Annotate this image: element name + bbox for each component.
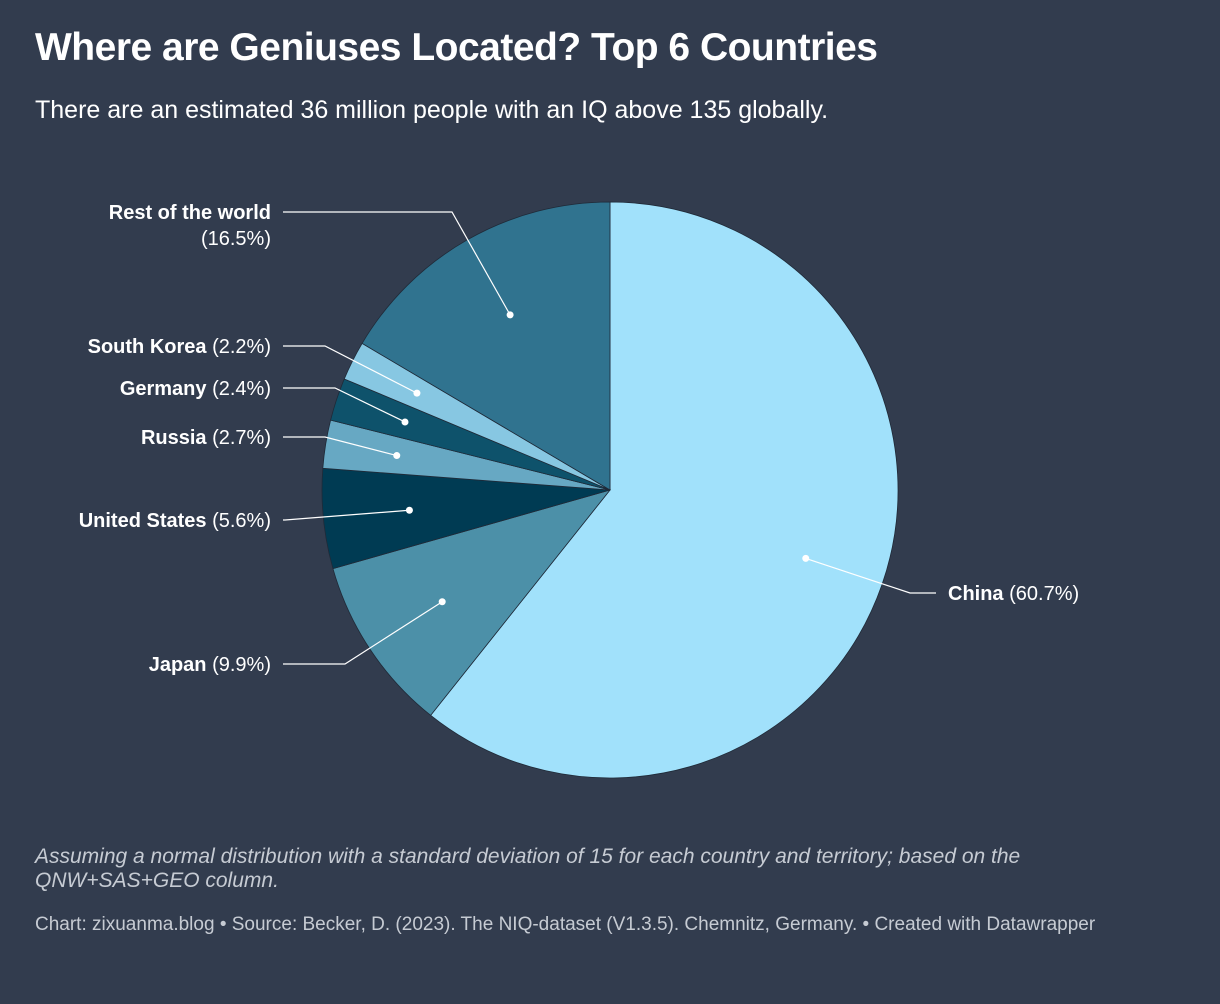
leader-line-germany	[283, 387, 406, 423]
leader-line-china	[805, 557, 936, 594]
leader-dot-south-korea	[413, 389, 421, 397]
slice-label-name: United States	[79, 510, 207, 532]
leader-line-rest-of-the-world	[283, 211, 511, 316]
pie-slices	[321, 201, 899, 779]
pie-chart: China (60.7%) Japan (9.9%) United States (…	[79, 201, 1079, 779]
slice-label-name: Russia	[141, 427, 207, 449]
slice-label-russia: Russia (2.7%)	[141, 427, 271, 449]
slice-label-value: (16.5%)	[201, 228, 271, 250]
chart-subtitle: There are an estimated 36 million people…	[35, 96, 829, 124]
slice-label-name: Rest of the world	[109, 202, 271, 224]
leader-dot-japan	[438, 598, 446, 606]
slice-label-germany: Germany (2.4%)	[120, 378, 271, 400]
slice-label-name: South Korea	[88, 336, 208, 358]
leader-dot-germany	[401, 418, 409, 426]
chart-title: Where are Geniuses Located? Top 6 Countr…	[35, 26, 878, 69]
leader-line-south-korea	[283, 345, 418, 394]
slice-label-value: (2.4%)	[207, 378, 271, 400]
label-leaders	[283, 211, 936, 665]
pie-slice-japan	[332, 489, 612, 716]
chart-byline: Chart: zixuanma.blog • Source: Becker, D…	[35, 914, 1096, 935]
leader-dot-china	[802, 554, 810, 562]
slice-label-value: (2.2%)	[207, 336, 271, 358]
slice-label-value: (2.7%)	[207, 427, 271, 449]
leader-line-united-states	[283, 509, 410, 521]
leader-dot-rest-of-the-world	[506, 311, 514, 319]
slice-label-name: Germany	[120, 378, 208, 400]
leader-dot-united-states	[405, 506, 413, 514]
slice-label-name: Japan	[149, 654, 207, 676]
slice-label-united-states: United States (5.6%)	[79, 510, 271, 532]
leader-line-japan	[283, 601, 443, 665]
slice-label-south-korea: South Korea (2.2%)	[88, 336, 271, 358]
slice-labels: China (60.7%) Japan (9.9%) United States (…	[79, 202, 1079, 676]
slice-label-name: China	[948, 583, 1004, 605]
leader-dot-russia	[393, 452, 401, 460]
chart-notes: Assuming a normal distribution with a st…	[35, 845, 1021, 892]
pie-slice-china	[430, 201, 899, 779]
slice-label-rest-of-the-world: Rest of the world (16.5%)	[109, 202, 271, 250]
slice-label-japan: Japan (9.9%)	[149, 654, 271, 676]
leader-line-russia	[283, 436, 397, 457]
slice-label-value: (9.9%)	[207, 654, 271, 676]
slice-label-china: China (60.7%)	[948, 583, 1079, 605]
slice-label-value: (60.7%)	[1004, 583, 1080, 605]
slice-label-value: (5.6%)	[207, 510, 271, 532]
